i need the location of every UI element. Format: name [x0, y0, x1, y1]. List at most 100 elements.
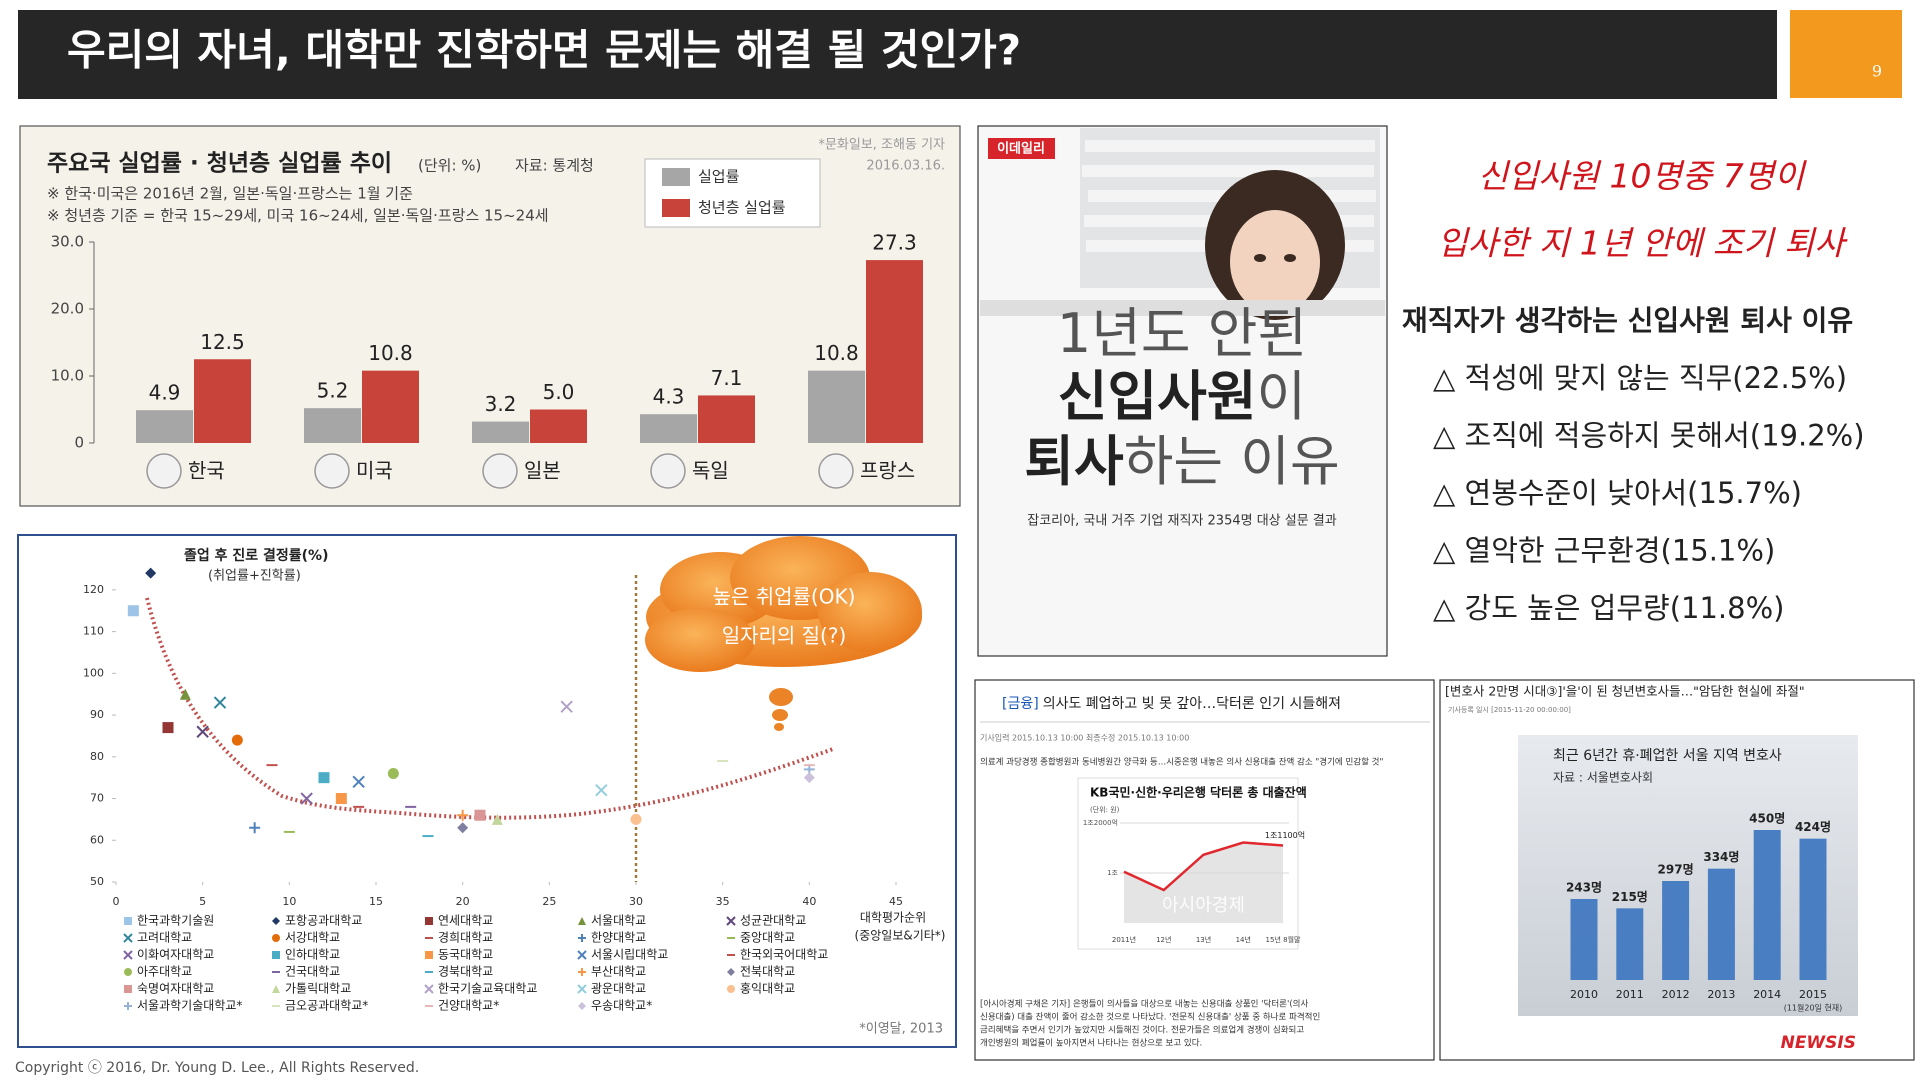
legend-swatch: [662, 168, 690, 186]
y-axis-title: 졸업 후 진로 결정률(%): [184, 547, 329, 564]
y-tick-label: 20.0: [51, 300, 84, 318]
legend-marker: [124, 917, 132, 925]
page-number-box: [1790, 10, 1902, 98]
scatter-point: [352, 775, 365, 789]
legend-label: 연세대학교: [438, 914, 493, 928]
value-label: 424명: [1795, 820, 1831, 834]
legend-label: 우송대학교*: [591, 999, 652, 1013]
headline-line: 1년도 안된: [1057, 302, 1307, 365]
flag: [650, 453, 686, 489]
x-tick-label: 15: [369, 895, 383, 908]
article-chart-title: 최근 6년간 휴·폐업한 서울 지역 변호사: [1553, 748, 1782, 764]
flag: [146, 453, 182, 489]
x-tick-label: 2011년: [1112, 935, 1136, 944]
legend-marker: [425, 917, 433, 925]
scatter-point: [145, 567, 157, 579]
legend-label: 경북대학교: [438, 965, 493, 979]
scatter-point: [179, 688, 191, 700]
header-bar: [18, 10, 1777, 99]
reason-item: △ 연봉수준이 낮아서(15.7%): [1433, 476, 1802, 510]
bar: [1662, 881, 1690, 980]
callout-cloud: [645, 536, 922, 731]
legend-marker: [577, 984, 587, 994]
chart-date: 2016.03.16.: [866, 159, 945, 174]
callout-text: 높은 취업률(OK): [713, 585, 856, 609]
legend-label: 고려대학교: [137, 931, 192, 945]
y-tick-label: 90: [90, 708, 104, 721]
line: [1123, 841, 1284, 892]
scatter-point: [630, 813, 642, 825]
y-tick-label: 60: [90, 833, 104, 846]
x-tick-label: 2011: [1616, 988, 1644, 1001]
desk-edge: [980, 300, 1385, 316]
y-axis-subtitle: (취업률+진학률): [208, 569, 301, 584]
value-label: 10.8: [368, 341, 413, 365]
headline-text: 이: [1257, 365, 1307, 428]
eye: [1284, 254, 1296, 262]
scatter-point: [560, 700, 573, 713]
news-illustration: [980, 128, 1385, 320]
x-tick-label: 2015: [1799, 988, 1827, 1001]
watermark: 아시아경제: [1162, 895, 1245, 916]
trend-curve: [145, 597, 834, 820]
reason-item: △ 강도 높은 업무량(11.8%): [1433, 591, 1784, 625]
page-number: 9: [1872, 62, 1882, 81]
value-label: 215명: [1612, 890, 1648, 904]
scatter-point: [457, 809, 469, 821]
x-tick-label: 30: [629, 895, 643, 908]
value-label: 27.3: [872, 231, 917, 255]
article-title: [변호사 2만명 시대③]'을'이 된 청년변호사들…"암담한 현실에 좌절": [1445, 684, 1805, 699]
chart-unit: (단위: %): [418, 157, 481, 175]
scatter-point: [803, 772, 815, 784]
scatter-point: [213, 696, 227, 709]
cloud-bubble: [769, 688, 793, 706]
x-tick-label: 2014: [1753, 988, 1781, 1001]
bar: [1707, 868, 1735, 980]
value-label: 334명: [1703, 850, 1739, 864]
reason-item: △ 조직에 적응하지 못해서(19.2%): [1433, 419, 1865, 453]
article-body-line: 개인병원의 폐업률이 높아지면서 나타나는 현상으로 보고 있다.: [980, 1038, 1202, 1049]
value-label: 10.8: [814, 341, 859, 365]
legend-marker: [272, 951, 280, 959]
chart-credit: *문화일보, 조해동 기자: [818, 138, 945, 153]
scatter-point: [335, 793, 347, 805]
cloud-bubble: [774, 723, 784, 731]
face: [1230, 210, 1320, 314]
headline-text: 하는 이유: [1124, 430, 1340, 493]
legend-label: 포항공과대학교: [285, 914, 362, 928]
x-tick-label: 일본: [524, 459, 561, 483]
scatter-point: [491, 813, 503, 825]
legend-marker: [425, 951, 433, 959]
y-tick-label: 30.0: [51, 233, 84, 251]
value-label: 297명: [1658, 863, 1694, 877]
article-body-line: 신용대출) 대출 잔액이 줄어 감소한 것으로 나타났다. '전문직 신용대출'…: [980, 1012, 1320, 1023]
bar: [530, 409, 587, 443]
chart-source: 자료: 통계청: [515, 157, 594, 175]
legend-marker: [123, 933, 133, 943]
reason-item: △ 적성에 맞지 않는 직무(22.5%): [1433, 361, 1847, 395]
scatter-point: [474, 809, 486, 821]
legend-label: 서울시립대학교: [591, 948, 668, 962]
y-tick-label: 70: [90, 792, 104, 805]
legend-label: 인하대학교: [285, 948, 340, 962]
handwritten-note: 입사한 지 1년 안에 조기 퇴사: [1437, 224, 1848, 263]
legend-label: 청년층 실업률: [698, 199, 786, 217]
headline-line: 신입사원이: [1058, 365, 1306, 428]
legend-marker: [727, 985, 735, 993]
legend-label: 아주대학교: [137, 965, 192, 979]
headline-line: 퇴사하는 이유: [1024, 430, 1339, 493]
x-tick-label: 2013: [1707, 988, 1735, 1001]
paper-sheet: [1082, 165, 1374, 177]
article-chart-title: KB국민·신한·우리은행 닥터론 총 대출잔액: [1090, 785, 1307, 800]
x-tick-label: 20: [456, 895, 470, 908]
legend-label: 경희대학교: [438, 931, 493, 945]
article-body: [아시아경제 구채은 기자] 은행들이 의사들을 대상으로 내놓는 신용대출 상…: [980, 999, 1320, 1049]
x-tick-label: 14년: [1236, 935, 1251, 944]
scatter-point: [127, 605, 139, 617]
cloud-puff: [818, 572, 922, 652]
legend-marker: [727, 968, 735, 976]
x-tick-label: 5: [199, 895, 206, 908]
legend-label: 중앙대학교: [740, 931, 795, 945]
legend-label: 이화여자대학교: [137, 948, 214, 962]
value-label: 12.5: [200, 330, 245, 354]
